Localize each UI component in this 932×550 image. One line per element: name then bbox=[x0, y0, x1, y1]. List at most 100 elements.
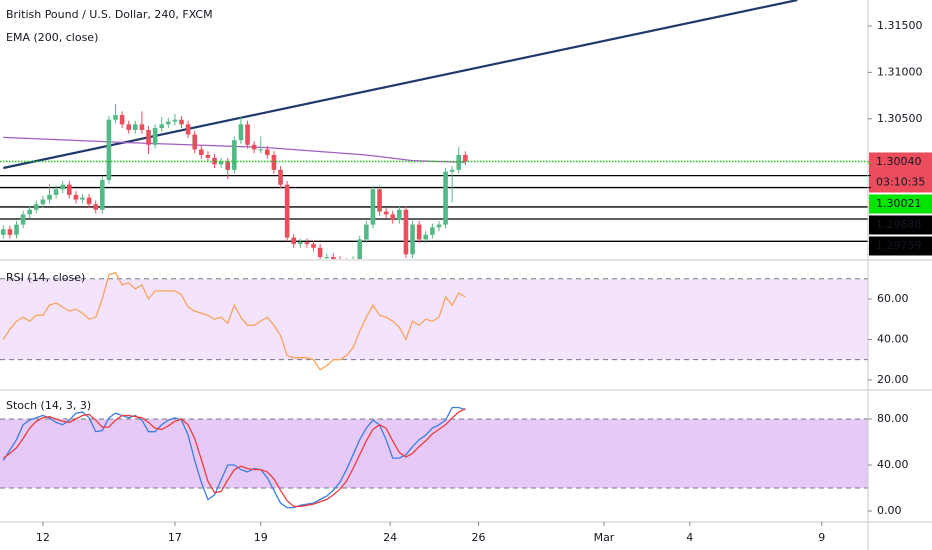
legend-entry: EMA (200, close) bbox=[6, 31, 98, 44]
candle-body bbox=[403, 209, 409, 255]
candle-body bbox=[166, 121, 171, 125]
price-label-box bbox=[869, 215, 932, 235]
candle-body bbox=[73, 194, 79, 200]
candle-body bbox=[258, 149, 264, 151]
candle-body bbox=[159, 124, 165, 129]
candle-body bbox=[271, 154, 277, 170]
candle-body bbox=[218, 161, 224, 165]
candle-body bbox=[179, 119, 184, 125]
indicator-line bbox=[2, 408, 466, 508]
candle-body bbox=[60, 184, 66, 190]
candle-body bbox=[100, 180, 105, 210]
indicator-line bbox=[2, 406, 466, 509]
y-tick-label: 80.00 bbox=[877, 412, 909, 425]
candle-body bbox=[397, 209, 402, 220]
candle-body bbox=[238, 124, 244, 141]
rsi-pane bbox=[0, 271, 868, 371]
candle-body bbox=[331, 257, 336, 259]
chart-title: British Pound / U.S. Dollar, 240, FXCM bbox=[6, 8, 213, 21]
candle-body bbox=[7, 229, 13, 235]
candle-body bbox=[377, 189, 382, 212]
y-tick-label: 20.00 bbox=[877, 373, 909, 386]
y-tick-label: 40.00 bbox=[877, 332, 909, 345]
candle-body bbox=[390, 214, 396, 220]
price-label: 1.29888 bbox=[876, 218, 922, 231]
candle-body bbox=[34, 204, 39, 210]
x-tick-label: Mar bbox=[594, 531, 615, 544]
candle-body bbox=[152, 128, 158, 145]
candle-body bbox=[27, 209, 33, 215]
candle-body bbox=[119, 115, 125, 125]
countdown-label: 03:10:35 bbox=[876, 175, 925, 188]
x-tick-label: 12 bbox=[36, 531, 50, 544]
band bbox=[0, 278, 868, 360]
candle-body bbox=[53, 189, 59, 195]
candle-body bbox=[205, 154, 211, 158]
candle-body bbox=[364, 224, 369, 240]
price-pane bbox=[0, 0, 868, 259]
candle-body bbox=[311, 244, 316, 248]
candle-body bbox=[113, 115, 118, 120]
candle-body bbox=[232, 140, 237, 170]
candle-body bbox=[430, 227, 435, 235]
candle-body bbox=[278, 169, 283, 185]
candle-body bbox=[463, 154, 468, 162]
price-label-box bbox=[869, 194, 932, 214]
x-tick-label: 24 bbox=[383, 531, 397, 544]
candle-body bbox=[436, 224, 442, 228]
candle-body bbox=[370, 189, 376, 225]
candle-body bbox=[47, 194, 52, 200]
band bbox=[0, 418, 868, 489]
candle-body bbox=[324, 257, 330, 259]
candle-body bbox=[192, 134, 198, 150]
candle-body bbox=[133, 124, 138, 130]
candle-body bbox=[1, 229, 6, 235]
price-label: 1.30040 bbox=[876, 155, 922, 168]
candle-body bbox=[317, 247, 323, 258]
indicator-title: Stoch (14, 3, 3) bbox=[6, 399, 91, 412]
candle-body bbox=[265, 149, 270, 155]
stoch-pane bbox=[0, 406, 868, 509]
candle-body bbox=[291, 237, 297, 245]
indicator-line bbox=[2, 271, 466, 371]
candle-body bbox=[245, 124, 250, 145]
price-label: 1.30021 bbox=[876, 197, 922, 210]
candle-body bbox=[251, 144, 257, 150]
candle-body bbox=[212, 157, 217, 165]
y-tick-label: 1.30500 bbox=[877, 112, 923, 125]
y-tick-label: 1.31000 bbox=[877, 65, 923, 78]
candle-body bbox=[357, 239, 363, 259]
candle-body bbox=[284, 184, 290, 238]
candle-body bbox=[139, 124, 145, 130]
trendline bbox=[3, 0, 798, 170]
candle-body bbox=[67, 184, 72, 195]
candle-body bbox=[172, 119, 178, 122]
x-tick-label: 9 bbox=[818, 531, 825, 544]
y-tick-label: 40.00 bbox=[877, 458, 909, 471]
candle-body bbox=[185, 124, 191, 135]
candle-body bbox=[383, 211, 389, 215]
y-tick-label: 1.31500 bbox=[877, 19, 923, 32]
candle-body bbox=[199, 149, 204, 155]
candle-body bbox=[80, 197, 85, 200]
candle-body bbox=[304, 242, 310, 245]
price-label: 1.29759 bbox=[876, 239, 922, 252]
indicator-title: RSI (14, close) bbox=[6, 271, 85, 284]
x-tick-label: 17 bbox=[168, 531, 182, 544]
candle-body bbox=[423, 234, 429, 240]
x-tick-label: 26 bbox=[472, 531, 486, 544]
candle-body bbox=[146, 129, 151, 145]
x-tick-label: 4 bbox=[686, 531, 693, 544]
candle-body bbox=[225, 161, 231, 170]
x-tick-label: 19 bbox=[254, 531, 268, 544]
candle-body bbox=[456, 154, 462, 170]
candle-body bbox=[410, 224, 415, 255]
candle-body bbox=[93, 204, 99, 210]
candle-body bbox=[20, 214, 26, 225]
candle-body bbox=[449, 169, 455, 172]
candle-body bbox=[40, 199, 46, 205]
price-label-box bbox=[869, 236, 932, 256]
